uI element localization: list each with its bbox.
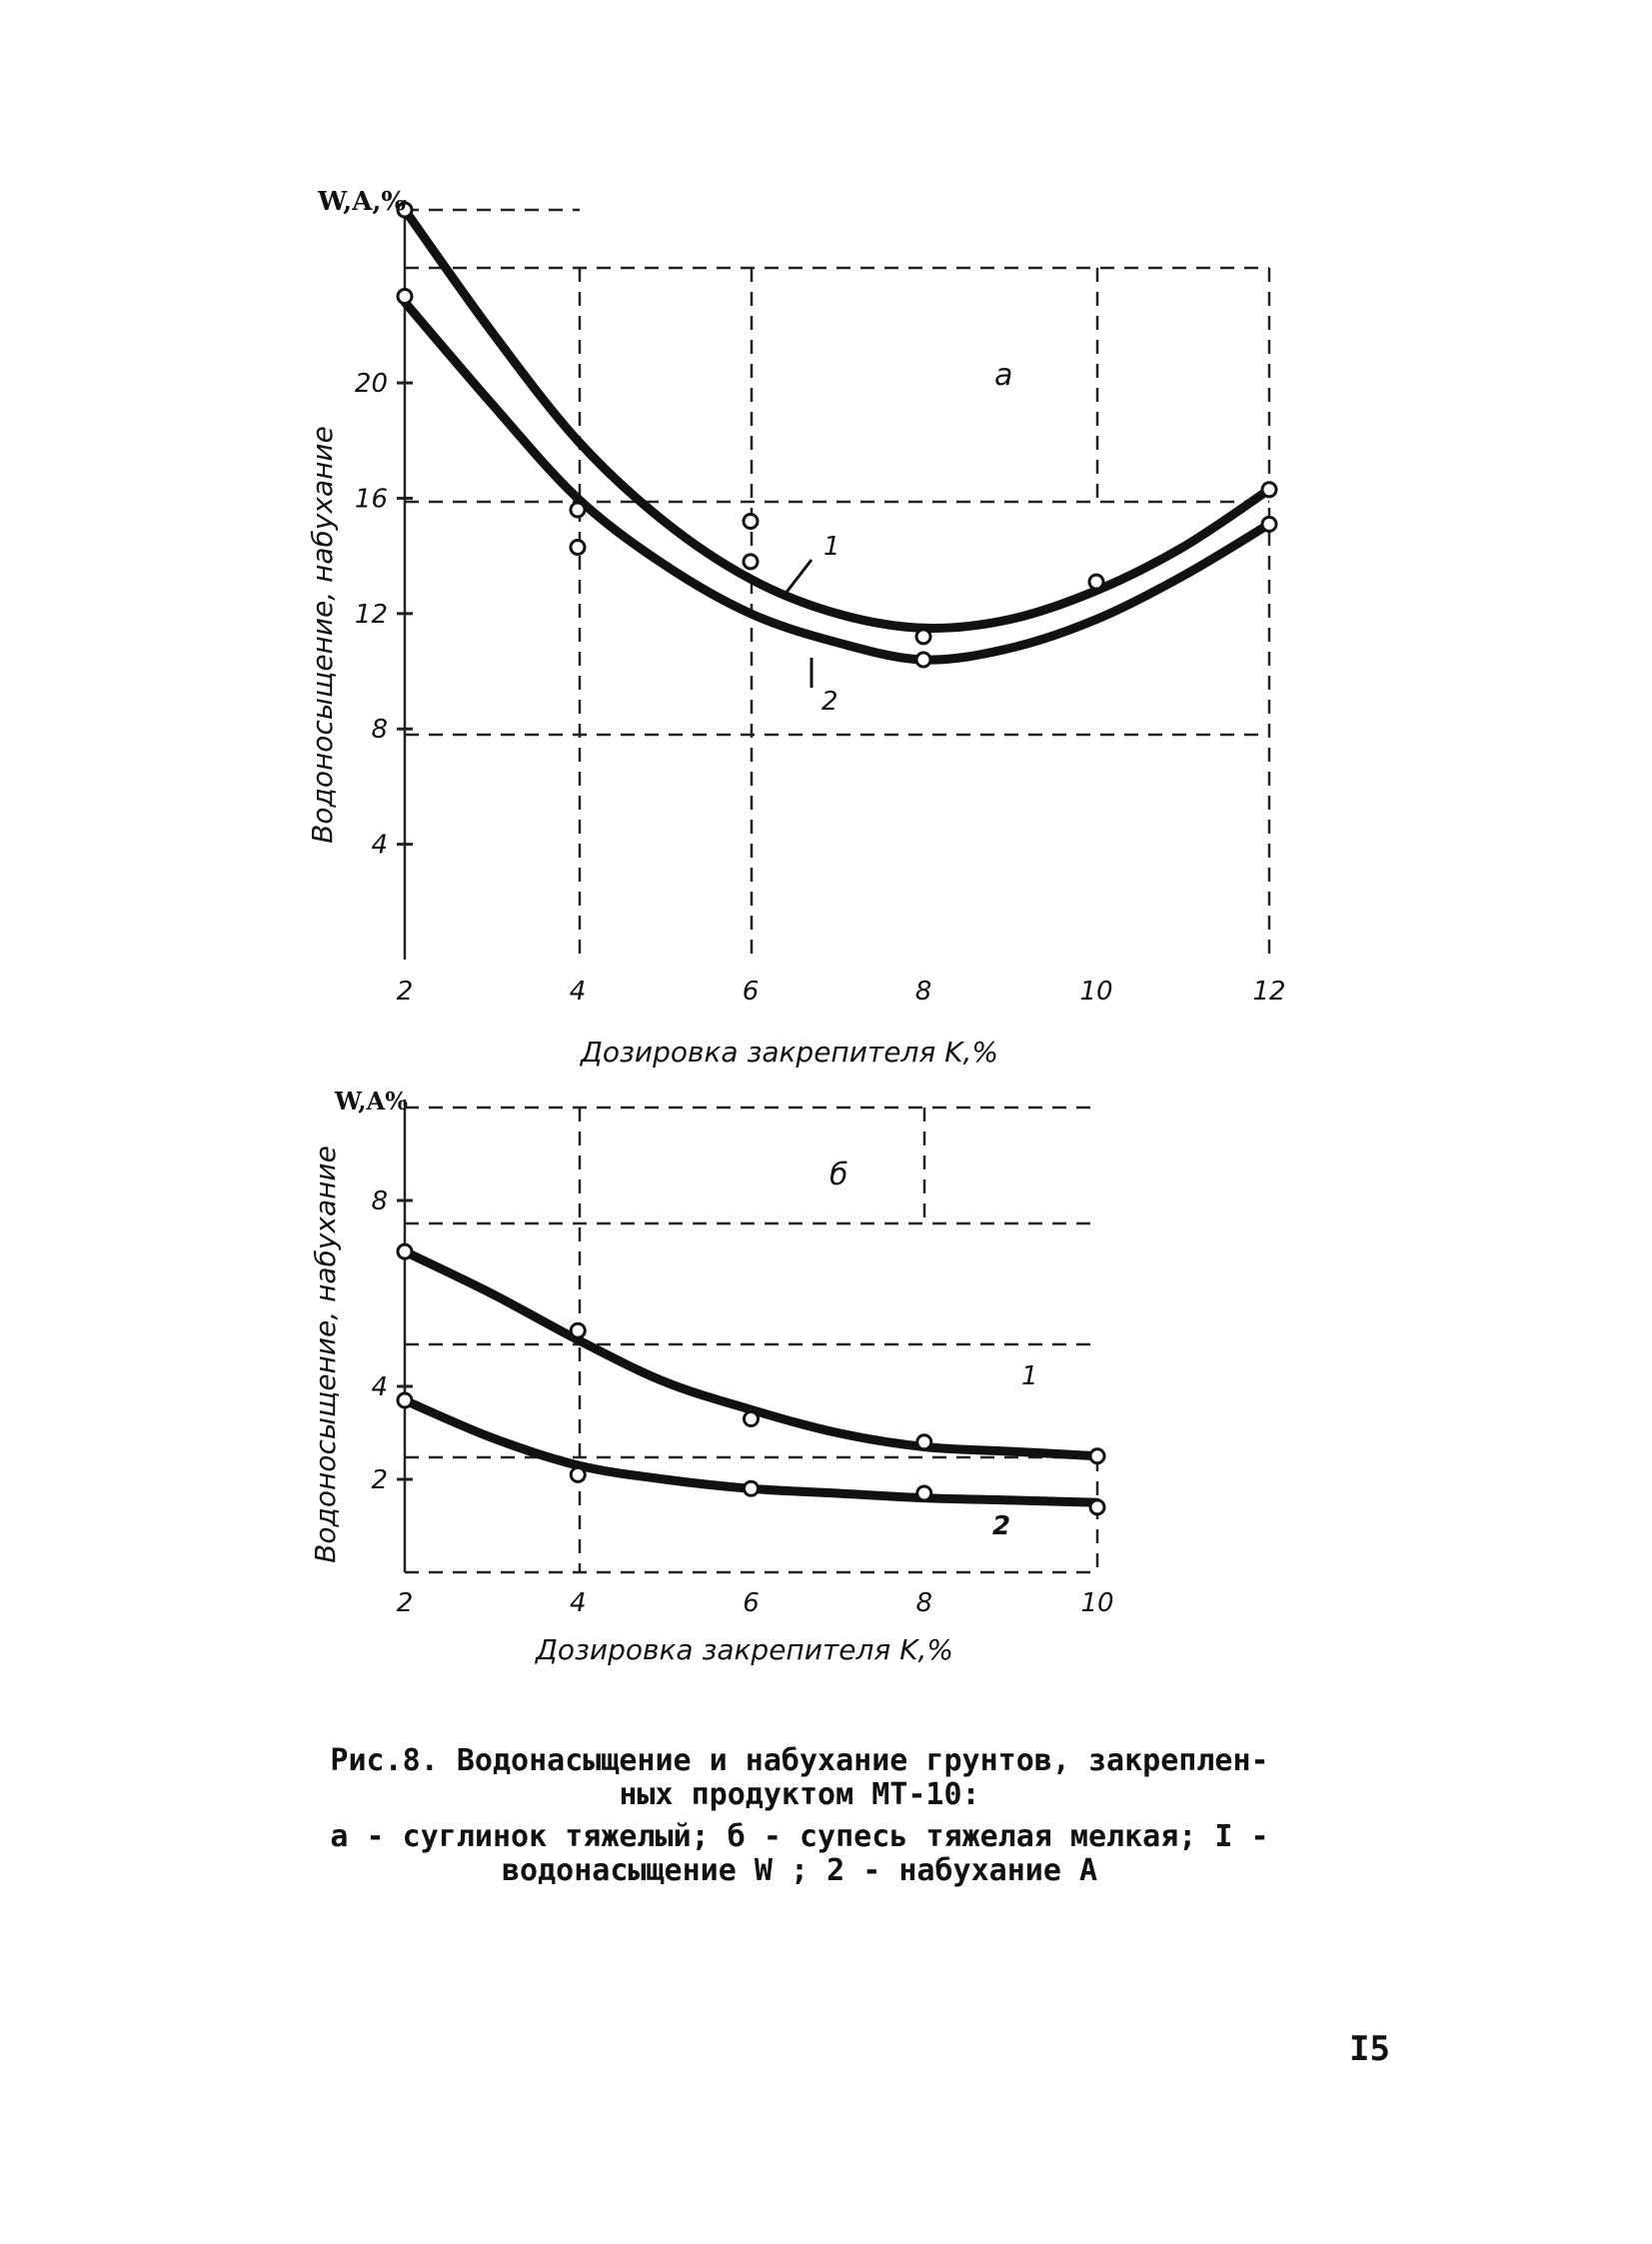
- chart-b-series: [396, 1242, 1106, 1516]
- chart-b-series-1-point-2: [743, 1410, 760, 1428]
- chart-b-x-tick-label-4: 10: [1080, 1588, 1113, 1618]
- chart-a-y-tick-label-2: 12: [355, 600, 388, 630]
- chart-a-series-1-line: [400, 205, 1274, 633]
- chart-b-x-tick-label-3: 8: [915, 1588, 932, 1618]
- chart-b-panel-label: б: [829, 1157, 848, 1192]
- chart-b-series-2-point-4: [1088, 1498, 1106, 1516]
- chart-b-grid: [405, 1106, 1099, 1574]
- chart-b-y-tick-label-0: 2: [371, 1465, 388, 1495]
- chart-a-series-2-line: [400, 297, 1274, 665]
- chart-b: 2 4 8 2 4 6 8 10 W,A% б Водоносыщение, набухан…: [309, 1087, 1114, 1666]
- chart-a-series-2-label: 2: [810, 658, 838, 717]
- chart-a-x-tick-label-1: 4: [570, 977, 587, 1007]
- chart-b-series-1-point-4: [1088, 1447, 1106, 1465]
- chart-a-series-1-point-1: [742, 513, 760, 531]
- chart-a-x-ticks: 2 4 6 8 10 12: [397, 977, 1286, 1007]
- chart-b-series-2-point-3: [915, 1484, 933, 1502]
- chart-a-series-2-point-0: [396, 288, 414, 306]
- chart-b-series-1-label: 1: [1021, 1361, 1038, 1391]
- chart-b-series-1-point-1: [569, 1321, 587, 1339]
- chart-a-y-axis-label: Водоносыщение, набухание: [306, 426, 339, 844]
- chart-a-series-2-point-2: [569, 539, 587, 556]
- chart-a-x-tick-label-2: 6: [743, 977, 760, 1007]
- chart-b-y-tick-label-1: 4: [371, 1372, 388, 1402]
- chart-b-y-axis-label: Водоносыщение, набухание: [309, 1145, 342, 1563]
- caption-line-3: а - суглинок тяжелый; б - супесь тяжелая…: [330, 1819, 1269, 1854]
- chart-b-series-1-line: [400, 1246, 1102, 1461]
- chart-a-panel-label: а: [994, 358, 1012, 393]
- chart-a-grid: [405, 208, 1271, 960]
- chart-a-y-tick-label-4: 20: [355, 369, 388, 399]
- chart-b-series-2-point-0: [396, 1391, 414, 1409]
- chart-a-y-tick-label-0: 4: [371, 831, 388, 861]
- chart-a-series-1-label: 1: [783, 532, 840, 596]
- chart-b-series-2-label: 2: [992, 1511, 1010, 1541]
- svg-text:1: 1: [824, 532, 840, 562]
- chart-a-series-2-point-4: [914, 651, 932, 669]
- chart-b-y-ticks: 2 4 8: [371, 1186, 413, 1495]
- chart-b-x-tick-label-0: 2: [397, 1588, 414, 1618]
- chart-a-y-tick-label-3: 16: [355, 484, 388, 514]
- caption-line-1: Рис.8. Водонасыщение и набухание грунтов…: [330, 1743, 1269, 1778]
- chart-a-series-1-point-4: [1260, 481, 1278, 499]
- chart-a-y-ticks: 4 8 12 16 20: [355, 369, 413, 861]
- svg-text:2: 2: [822, 687, 838, 717]
- chart-a-x-tick-label-3: 8: [915, 977, 932, 1007]
- chart-a-x-tick-label-0: 2: [397, 977, 414, 1007]
- chart-b-unit-label: W,A%: [334, 1087, 408, 1116]
- page-number: I5: [1349, 2029, 1390, 2069]
- chart-a-series-2-point-5: [1260, 515, 1278, 533]
- chart-a-series-1-point-0: [396, 201, 414, 219]
- chart-b-x-tick-label-2: 6: [743, 1588, 760, 1618]
- chart-a-unit-label: W,A,%: [317, 187, 406, 217]
- caption-line-2: ных продуктом МТ-10:: [619, 1777, 980, 1812]
- chart-a-series-2-point-3: [742, 553, 760, 571]
- chart-b-x-axis-label: Дозировка закрепителя K,%: [534, 1633, 953, 1666]
- chart-b-series-2-point-2: [743, 1479, 760, 1497]
- chart-a-series-1-point-2: [914, 628, 932, 646]
- chart-a-y-tick-label-1: 8: [371, 715, 388, 745]
- chart-b-series-1-point-0: [396, 1242, 414, 1260]
- chart-a-x-axis-label: Дозировка закрепителя K,%: [579, 1036, 998, 1069]
- caption-line-4: водонасыщение W ; 2 - набухание A: [501, 1853, 1098, 1888]
- chart-b-x-tick-label-1: 4: [570, 1588, 587, 1618]
- chart-a-series: [396, 201, 1278, 669]
- chart-b-series-2-point-1: [569, 1465, 587, 1483]
- chart-b-y-tick-label-2: 8: [371, 1186, 388, 1216]
- chart-a-series-1-point-3: [1087, 573, 1105, 591]
- chart-b-x-ticks: 2 4 6 8 10: [397, 1588, 1114, 1618]
- chart-b-series-1-point-3: [915, 1433, 933, 1451]
- chart-a-series-2-point-1: [569, 501, 587, 519]
- chart-a-x-tick-label-4: 10: [1079, 977, 1112, 1007]
- figure-caption: Рис.8. Водонасыщение и набухание грунтов…: [250, 1744, 1349, 1888]
- chart-a-x-tick-label-5: 12: [1252, 977, 1285, 1007]
